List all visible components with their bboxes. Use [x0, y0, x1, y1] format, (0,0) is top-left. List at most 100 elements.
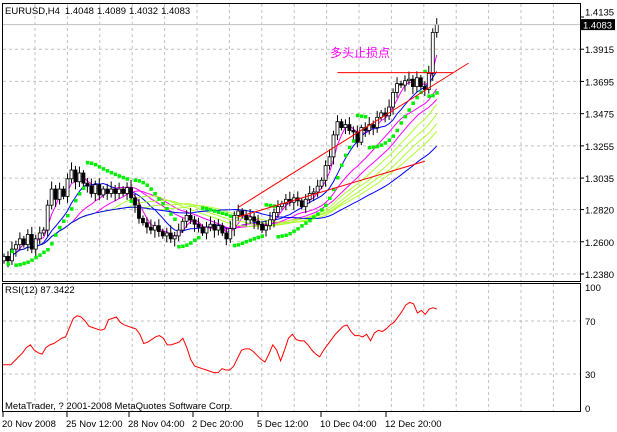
sar-dot	[14, 263, 18, 267]
sar-dot	[248, 238, 253, 243]
sar-dot	[173, 217, 177, 222]
bull-candle	[426, 72, 431, 90]
bull-candle	[395, 83, 399, 93]
sar-dot	[204, 206, 209, 211]
price-label: 1.3915	[585, 45, 614, 56]
bear-candle	[97, 184, 102, 196]
bull-candle	[69, 169, 74, 180]
sar-dot	[38, 253, 42, 257]
sar-dot	[216, 210, 221, 214]
sar-dot	[121, 175, 126, 180]
bull-candle	[319, 179, 324, 187]
sar-dot	[197, 235, 201, 240]
sar-dot	[153, 191, 157, 196]
sar-dot	[22, 261, 26, 266]
sar-dot	[66, 213, 70, 218]
bull-candle	[216, 225, 221, 231]
bull-candle	[359, 127, 364, 143]
sar-dot	[109, 170, 114, 175]
sar-dot	[383, 141, 388, 145]
price-label: 1.2380	[585, 270, 614, 281]
sar-dot	[117, 174, 122, 178]
bear-candle	[133, 197, 137, 206]
bull-candle	[14, 244, 18, 250]
stop-loss-annotation[interactable]: 多头止损点	[330, 46, 390, 60]
bear-candle	[240, 210, 245, 216]
sar-dot	[264, 203, 269, 207]
sar-dot	[50, 242, 54, 246]
sar-dot	[18, 262, 22, 267]
bear-candle	[89, 185, 94, 194]
bear-candle	[145, 222, 149, 228]
bull-candle	[37, 232, 42, 240]
sar-dot	[232, 243, 237, 248]
bull-candle	[228, 228, 233, 240]
bull-candle	[387, 106, 391, 117]
rsi-panel	[3, 301, 438, 374]
time-label: 28 Nov 04:00	[128, 419, 185, 430]
sar-dot	[62, 219, 66, 223]
sar-dot	[316, 212, 320, 216]
bull-candle	[236, 210, 241, 216]
sar-dot	[105, 169, 110, 173]
bull-candle	[180, 220, 185, 231]
sar-dot	[407, 108, 411, 112]
sar-dot	[189, 241, 193, 245]
sar-dot	[193, 238, 197, 243]
sar-dot	[30, 258, 34, 262]
price-label: 1.4135	[585, 8, 614, 19]
bear-candle	[418, 77, 423, 87]
chart-header: EURUSD,H4 1.4048 1.4089 1.4032 1.4083	[5, 6, 190, 17]
sar-dot	[371, 145, 376, 149]
trendlines[interactable]	[237, 62, 469, 218]
sar-dot	[312, 215, 316, 219]
trendline	[238, 160, 425, 218]
sar-dot	[288, 231, 292, 236]
sar-dot	[284, 233, 288, 238]
sar-dot	[54, 233, 58, 237]
trendline	[237, 62, 469, 208]
bull-candle	[33, 238, 38, 250]
bull-candle	[93, 184, 98, 194]
bull-candle	[323, 165, 328, 181]
sar-dot	[141, 180, 145, 185]
bear-candle	[339, 121, 344, 128]
bear-candle	[260, 223, 264, 231]
bull-candle	[434, 24, 439, 33]
bear-candle	[244, 215, 249, 221]
sar-dot	[304, 221, 308, 225]
time-label: 5 Dec 12:00	[257, 419, 308, 430]
price-label: 1.2820	[585, 206, 614, 217]
time-label: 10 Dec 04:00	[320, 419, 377, 430]
sar-dot	[395, 128, 400, 133]
bear-candle	[6, 256, 10, 262]
bull-candle	[208, 223, 213, 228]
sar-dot	[46, 247, 50, 252]
bear-candle	[355, 131, 360, 143]
rsi-level-label: 100	[585, 283, 601, 294]
bull-candle	[283, 198, 288, 205]
sar-dot	[34, 255, 38, 260]
sar-dot	[347, 145, 352, 150]
bear-candle	[212, 223, 217, 231]
bear-candle	[220, 225, 225, 234]
sar-dot	[42, 250, 46, 255]
bear-candle	[160, 231, 165, 237]
parabolic-sar	[6, 69, 439, 267]
sar-dot	[165, 206, 169, 211]
bull-candle	[232, 215, 237, 230]
price-label: 1.3695	[585, 77, 614, 88]
sar-dot	[6, 262, 10, 266]
sar-dot	[343, 153, 348, 158]
bull-candle	[117, 188, 122, 194]
bear-candle	[200, 226, 205, 234]
bull-candle	[303, 198, 308, 208]
sar-dot	[328, 196, 332, 201]
sar-dot	[149, 187, 153, 191]
bull-candle	[152, 225, 157, 231]
price-label: 1.3035	[585, 174, 614, 185]
sar-dot	[363, 115, 368, 119]
time-axis: 20 Nov 2008 25 Nov 12:00 28 Nov 04:00 2 Dec…	[2, 412, 442, 430]
price-label: 1.3475	[585, 110, 614, 121]
